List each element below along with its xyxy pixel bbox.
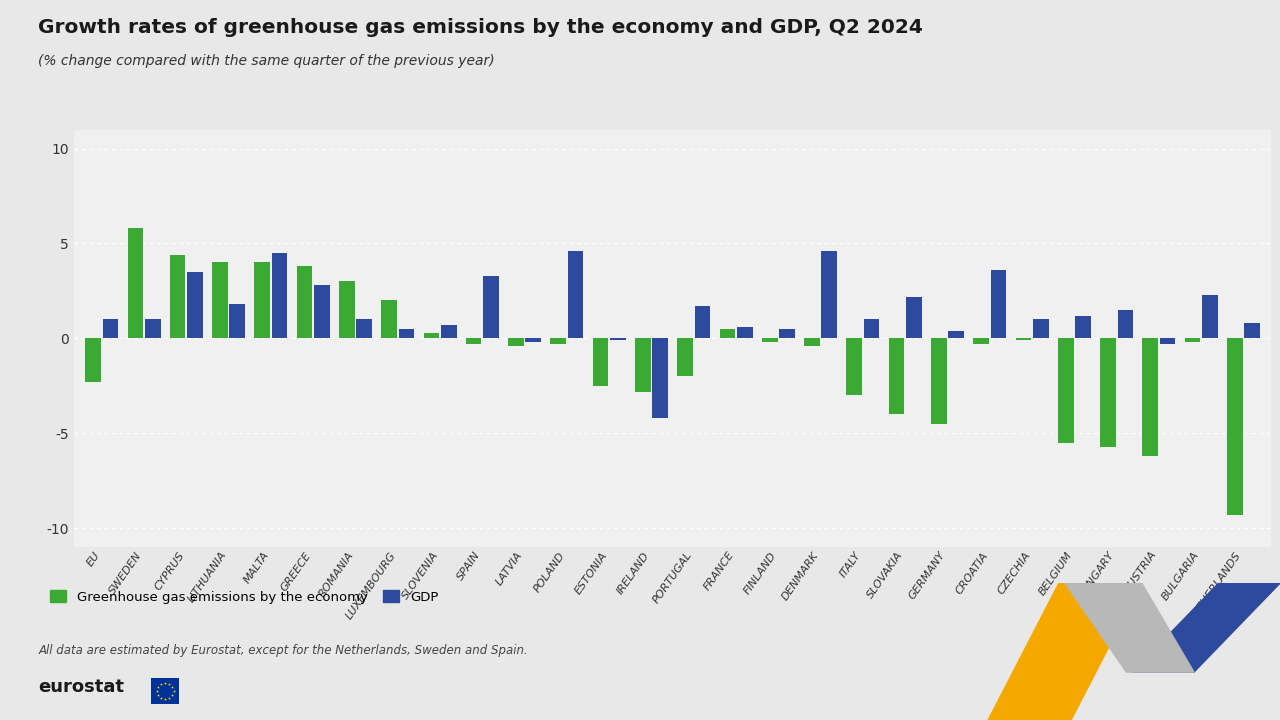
Bar	[297, 266, 312, 338]
Polygon shape	[988, 583, 1142, 720]
Bar	[381, 300, 397, 338]
Bar	[762, 338, 777, 342]
Bar	[356, 320, 372, 338]
Bar	[466, 338, 481, 344]
Bar	[1117, 310, 1133, 338]
Bar	[973, 338, 989, 344]
Polygon shape	[1133, 583, 1280, 672]
Bar	[888, 338, 905, 414]
Bar	[931, 338, 947, 424]
Bar	[1101, 338, 1116, 446]
Bar	[677, 338, 692, 377]
Bar	[508, 338, 524, 346]
Bar	[145, 320, 160, 338]
Bar	[864, 320, 879, 338]
Bar	[568, 251, 584, 338]
Bar	[102, 320, 118, 338]
Bar	[314, 285, 330, 338]
Bar	[271, 253, 288, 338]
Bar	[1202, 294, 1217, 338]
Bar	[1143, 338, 1158, 456]
Bar	[550, 338, 566, 344]
Bar	[1160, 338, 1175, 344]
Bar	[737, 327, 753, 338]
Bar	[593, 338, 608, 386]
Bar	[1075, 315, 1091, 338]
Polygon shape	[1065, 583, 1194, 672]
Bar	[846, 338, 863, 395]
Text: eurostat: eurostat	[38, 678, 124, 696]
Bar	[906, 297, 922, 338]
Bar	[170, 255, 186, 338]
Bar	[780, 329, 795, 338]
Bar	[398, 329, 415, 338]
Bar	[948, 330, 964, 338]
Bar	[653, 338, 668, 418]
Bar	[991, 270, 1006, 338]
Bar	[822, 251, 837, 338]
Bar	[424, 333, 439, 338]
Bar	[1228, 338, 1243, 515]
Bar	[1057, 338, 1074, 443]
Bar	[483, 276, 499, 338]
Bar	[719, 329, 735, 338]
Bar	[804, 338, 819, 346]
Bar	[128, 228, 143, 338]
Bar	[695, 306, 710, 338]
Bar	[1244, 323, 1260, 338]
Bar	[1033, 320, 1048, 338]
Bar	[212, 263, 228, 338]
Text: (% change compared with the same quarter of the previous year): (% change compared with the same quarter…	[38, 54, 495, 68]
Bar	[1185, 338, 1201, 342]
Bar	[229, 305, 244, 338]
Text: All data are estimated by Eurostat, except for the Netherlands, Sweden and Spain: All data are estimated by Eurostat, exce…	[38, 644, 529, 657]
Bar	[255, 263, 270, 338]
Bar	[187, 272, 202, 338]
Bar	[440, 325, 457, 338]
Bar	[86, 338, 101, 382]
Bar	[1015, 338, 1032, 341]
Bar	[635, 338, 650, 392]
Bar	[526, 338, 541, 342]
Legend: Greenhouse gas emissions by the economy, GDP: Greenhouse gas emissions by the economy,…	[45, 585, 443, 609]
Bar	[611, 338, 626, 341]
Text: Growth rates of greenhouse gas emissions by the economy and GDP, Q2 2024: Growth rates of greenhouse gas emissions…	[38, 18, 923, 37]
Bar	[339, 282, 355, 338]
